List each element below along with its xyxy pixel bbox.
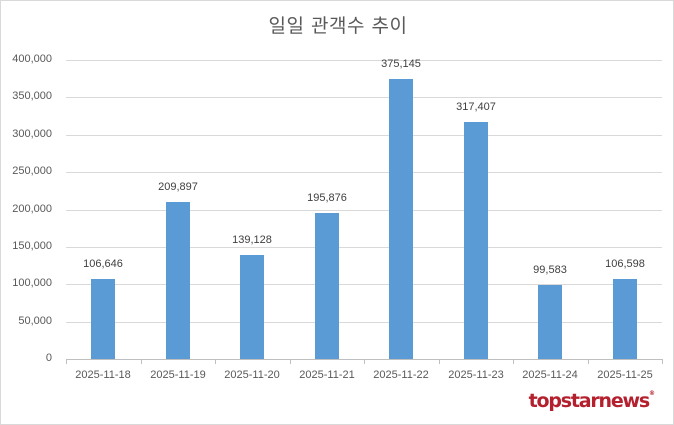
y-tick-label: 250,000 [12,165,52,178]
bar[interactable] [240,255,264,359]
x-tick-label: 2025-11-18 [75,369,131,381]
data-label: 106,646 [83,258,123,270]
bar[interactable] [613,279,637,359]
gridline [66,134,662,136]
data-label: 375,145 [381,58,421,70]
y-tick-label: 50,000 [18,314,52,327]
x-axis-tick [439,359,440,364]
gridline [66,209,662,211]
gridline [66,97,662,99]
y-tick-label: 100,000 [12,277,52,290]
data-label: 139,128 [232,234,272,246]
data-label: 317,407 [456,101,496,113]
x-axis-tick [662,359,663,364]
logo-text: topstarnews [528,390,651,412]
chart-title: 일일 관객수 추이 [268,15,408,37]
x-axis-tick [66,359,67,364]
y-tick-label: 0 [45,352,52,364]
registered-mark-icon: ® [649,390,655,397]
data-label: 99,583 [533,264,567,276]
data-label: 209,897 [158,181,198,193]
y-tick-label: 300,000 [12,127,52,140]
topstarnews-logo: topstarnews® [529,390,655,412]
x-tick-label: 2025-11-25 [597,369,653,381]
y-tick-label: 200,000 [12,202,52,215]
bar[interactable] [389,79,413,359]
gridline [66,284,662,286]
data-label: 195,876 [307,192,347,204]
y-tick-label: 150,000 [12,239,52,252]
x-tick-label: 2025-11-21 [299,369,355,381]
bar[interactable] [315,213,339,359]
bar[interactable] [538,285,562,359]
data-label: 106,598 [605,258,645,270]
gridline [66,246,662,248]
gridline [66,60,662,61]
gridline [66,321,662,323]
bar[interactable] [91,279,115,359]
gridline [66,172,662,174]
y-tick-label: 400,000 [12,53,52,65]
x-axis-tick [588,359,589,364]
x-tick-label: 2025-11-19 [150,369,206,381]
x-axis-tick [215,359,216,364]
x-tick-label: 2025-11-20 [224,369,280,381]
x-tick-label: 2025-11-22 [373,369,429,381]
x-axis-tick [290,359,291,364]
x-tick-label: 2025-11-23 [448,369,504,381]
bar[interactable] [464,122,488,359]
x-tick-label: 2025-11-24 [522,369,578,381]
x-axis-tick [141,359,142,364]
x-axis-tick [513,359,514,364]
bar[interactable] [166,202,190,359]
x-axis-tick [364,359,365,364]
y-tick-label: 350,000 [12,90,52,103]
